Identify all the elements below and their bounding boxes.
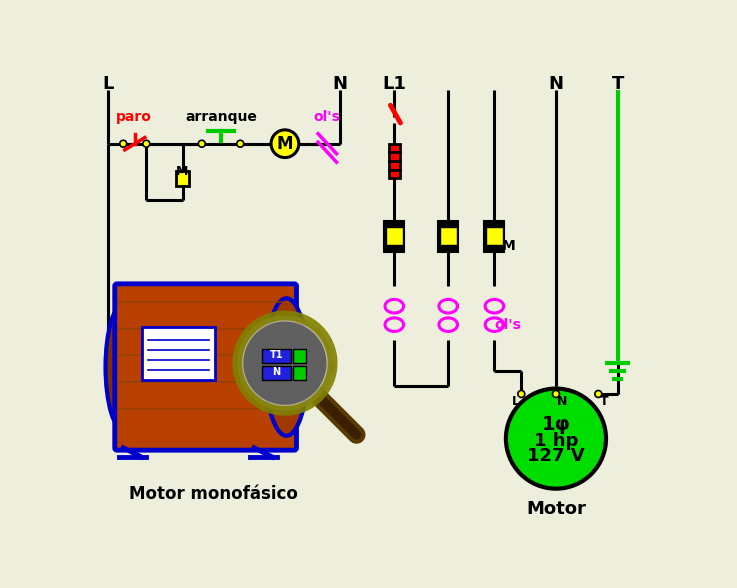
Text: N: N bbox=[548, 75, 564, 93]
FancyBboxPatch shape bbox=[115, 284, 296, 450]
Text: paro: paro bbox=[116, 110, 152, 123]
Text: T: T bbox=[600, 395, 609, 408]
Text: Motor: Motor bbox=[526, 500, 586, 519]
Text: L: L bbox=[102, 75, 113, 93]
Circle shape bbox=[271, 130, 298, 158]
Circle shape bbox=[506, 389, 606, 489]
Text: 127 V: 127 V bbox=[527, 447, 584, 465]
Circle shape bbox=[119, 141, 127, 147]
Text: 1 hp: 1 hp bbox=[534, 432, 578, 450]
Text: M: M bbox=[501, 239, 515, 253]
Text: M: M bbox=[276, 135, 293, 153]
FancyBboxPatch shape bbox=[262, 349, 291, 363]
Circle shape bbox=[553, 390, 559, 397]
Text: L: L bbox=[512, 395, 520, 408]
Text: N: N bbox=[333, 75, 348, 93]
FancyBboxPatch shape bbox=[439, 220, 458, 252]
FancyBboxPatch shape bbox=[440, 227, 457, 245]
Text: ol's: ol's bbox=[494, 318, 521, 332]
Circle shape bbox=[243, 322, 326, 405]
Text: T: T bbox=[612, 75, 624, 93]
Circle shape bbox=[198, 141, 205, 147]
FancyBboxPatch shape bbox=[262, 366, 291, 380]
Text: 1φ: 1φ bbox=[542, 415, 570, 435]
FancyBboxPatch shape bbox=[293, 349, 307, 363]
Text: N: N bbox=[273, 368, 281, 377]
FancyBboxPatch shape bbox=[389, 143, 399, 178]
Circle shape bbox=[595, 390, 602, 397]
Circle shape bbox=[237, 315, 332, 411]
Ellipse shape bbox=[265, 298, 307, 436]
Text: ol's: ol's bbox=[313, 110, 340, 123]
Text: M: M bbox=[176, 165, 189, 178]
FancyBboxPatch shape bbox=[484, 220, 504, 252]
FancyBboxPatch shape bbox=[142, 327, 215, 380]
Ellipse shape bbox=[105, 302, 144, 432]
FancyBboxPatch shape bbox=[384, 220, 405, 252]
Text: T1: T1 bbox=[270, 350, 283, 360]
Text: arranque: arranque bbox=[185, 110, 257, 123]
Circle shape bbox=[143, 141, 150, 147]
FancyBboxPatch shape bbox=[385, 227, 402, 245]
Text: L1: L1 bbox=[383, 75, 406, 93]
FancyBboxPatch shape bbox=[486, 227, 503, 245]
Text: Motor monofásico: Motor monofásico bbox=[129, 485, 298, 503]
FancyBboxPatch shape bbox=[176, 171, 189, 186]
FancyBboxPatch shape bbox=[293, 366, 307, 380]
Circle shape bbox=[237, 141, 244, 147]
Text: N: N bbox=[557, 395, 567, 408]
Circle shape bbox=[518, 390, 525, 397]
